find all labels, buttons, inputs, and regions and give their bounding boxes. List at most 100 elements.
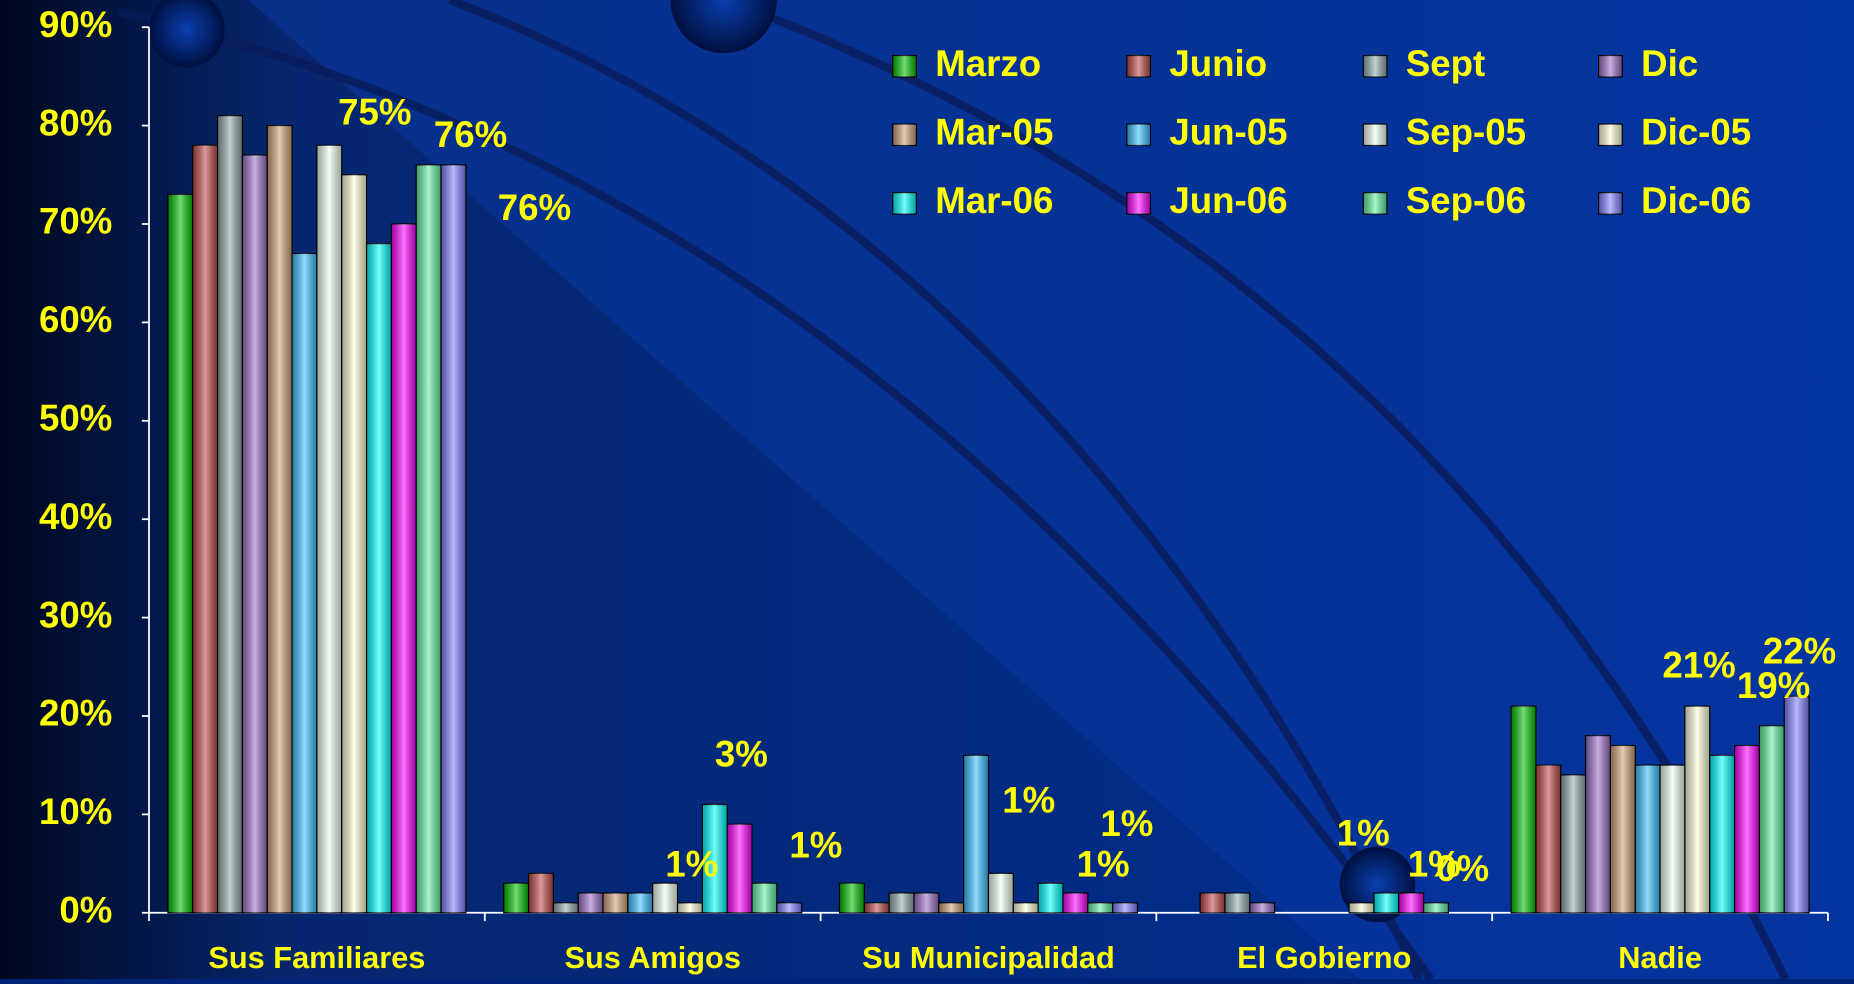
bar-shine <box>192 145 218 913</box>
bar-shine <box>341 174 367 913</box>
y-tick-label: 20% <box>39 693 112 734</box>
plot: 0% 10% 20% 30% 40% 50% 60% 70% 80% 90% Sus Familia… <box>39 4 1836 975</box>
bar-shine <box>578 893 604 913</box>
bar-shine <box>677 902 703 913</box>
y-tick-label: 30% <box>39 594 112 635</box>
bar-shine <box>1511 706 1536 913</box>
bar-shine <box>217 115 243 913</box>
legend-swatch-shine <box>1598 124 1623 146</box>
x-tick-label: El Gobierno <box>1237 940 1411 975</box>
bar-shine <box>938 902 964 913</box>
y-tick-label: 50% <box>39 397 112 438</box>
y-tick-label: 40% <box>39 496 112 537</box>
annotation: 1% <box>789 824 842 865</box>
legend-swatch-shine <box>1598 55 1623 77</box>
decor-ball <box>670 0 777 54</box>
legend-label: Sep-06 <box>1406 180 1526 221</box>
annotation: 1% <box>1337 813 1390 854</box>
bar-shine <box>864 902 890 913</box>
legend-label: Marzo <box>935 43 1041 84</box>
legend-label: Jun-06 <box>1169 180 1287 221</box>
bar-shine <box>503 883 529 913</box>
bar-shine <box>292 253 317 913</box>
bar-shine <box>1112 902 1138 913</box>
y-tick-label: 80% <box>39 102 112 143</box>
annotation: 3% <box>715 733 768 774</box>
bar-shine <box>1249 902 1275 913</box>
x-tick-label: Su Municipalidad <box>862 940 1115 975</box>
legend-swatch-shine <box>1126 124 1151 146</box>
bar-shine <box>839 883 865 913</box>
legend-label: Dic <box>1641 43 1698 84</box>
legend-label: Sept <box>1406 43 1485 84</box>
bar-shine <box>702 804 728 913</box>
bar-shine <box>1734 745 1760 913</box>
annotation: 1% <box>1002 780 1055 821</box>
decor-ball <box>149 0 225 68</box>
bar-shine <box>1373 893 1399 913</box>
annotation: 21% <box>1662 645 1735 686</box>
bar-shine <box>1038 883 1063 913</box>
bar-shine <box>963 755 989 913</box>
annotation: 75% <box>338 91 411 132</box>
annotation: 22% <box>1763 631 1836 672</box>
legend-swatch-shine <box>1363 55 1387 77</box>
bar-shine <box>1709 755 1735 913</box>
legend-label: Sep-05 <box>1406 111 1526 152</box>
bar-shine <box>242 155 268 913</box>
bar-shine <box>528 873 554 913</box>
legend-label: Mar-06 <box>935 180 1053 221</box>
x-tick-label: Nadie <box>1618 940 1702 975</box>
bar-shine <box>366 243 392 913</box>
legend-swatch-shine <box>892 192 917 215</box>
bar-shine <box>1087 902 1113 913</box>
legend-label: Dic-05 <box>1641 111 1751 152</box>
legend-swatch-shine <box>1126 192 1151 215</box>
legend-swatch-shine <box>892 55 917 77</box>
bar-shine <box>727 824 753 913</box>
bar-shine <box>603 893 628 913</box>
bar-shine <box>1062 893 1088 913</box>
bar-shine <box>752 883 777 913</box>
annotation: 76% <box>434 114 507 155</box>
background-shape <box>248 0 1854 979</box>
bar-shine <box>1585 735 1611 913</box>
bar-shine <box>1224 893 1250 913</box>
bar-shine <box>652 883 678 913</box>
bar-shine <box>1759 725 1785 913</box>
bar-shine <box>391 223 417 913</box>
annotation: 1% <box>1100 803 1153 844</box>
bar-shine <box>167 194 193 913</box>
bar-shine <box>416 164 442 913</box>
bar-shine <box>1635 765 1661 913</box>
annotation: 76% <box>498 187 571 228</box>
bar-shine <box>267 125 293 913</box>
x-tick-label: Sus Amigos <box>564 940 740 975</box>
bar-shine <box>1560 775 1586 913</box>
legend-swatch-shine <box>1126 55 1151 77</box>
bar-shine <box>1535 765 1561 913</box>
bar-shine <box>1013 902 1039 913</box>
annotation: 0% <box>1436 848 1489 889</box>
bar-shine <box>889 893 914 913</box>
bar-shine <box>441 164 466 913</box>
bar-shine <box>913 893 939 913</box>
bar-shine <box>1660 765 1685 913</box>
bar-shine <box>316 145 342 913</box>
legend-label: Mar-05 <box>935 111 1053 152</box>
bar-shine <box>1784 696 1810 913</box>
y-tick-label: 70% <box>39 201 112 242</box>
annotation: 1% <box>665 843 718 884</box>
legend-label: Jun-05 <box>1169 111 1287 152</box>
bar-shine <box>553 902 579 913</box>
y-tick-label: 90% <box>39 4 112 45</box>
bar-shine <box>1349 902 1374 913</box>
y-tick-label: 60% <box>39 299 112 340</box>
legend-label: Junio <box>1169 43 1267 84</box>
legend-label: Dic-06 <box>1641 180 1751 221</box>
annotation: 1% <box>1408 843 1461 884</box>
legend-swatch-shine <box>1598 192 1623 215</box>
bar-shine <box>1423 902 1449 913</box>
